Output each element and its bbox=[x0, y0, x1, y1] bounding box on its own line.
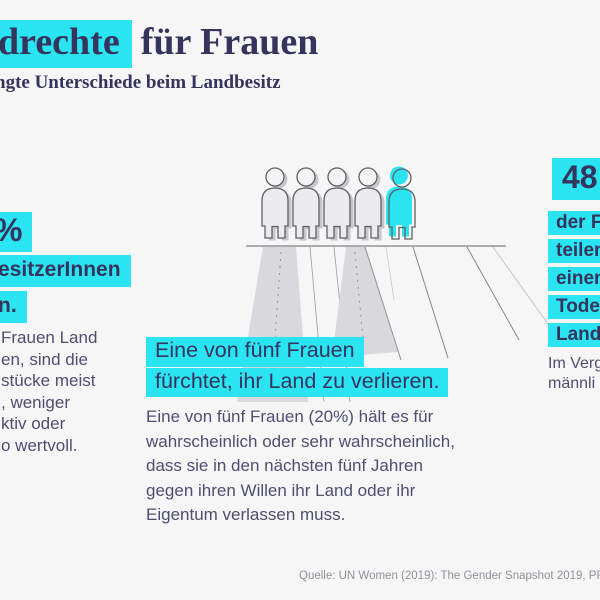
left-stat-body-line: o wertvoll. bbox=[1, 435, 78, 455]
woman-figure bbox=[292, 167, 323, 241]
right-stat-headline-line: Tode bbox=[548, 295, 600, 319]
left-stat-value: % bbox=[0, 212, 33, 252]
page-title-rest: für Frauen bbox=[140, 21, 319, 63]
left-stat-body-line: en, sind die bbox=[1, 349, 88, 369]
center-stat-headline-line: fürchtet, ihr Land zu verlieren. bbox=[146, 367, 449, 397]
center-stat-body: Eine von fünf Frauen (20%) hält es für wa… bbox=[146, 405, 455, 528]
right-stat-headline-line: Land bbox=[548, 323, 600, 347]
right-stat-value: 48 bbox=[552, 158, 600, 200]
women-pictogram-row bbox=[261, 166, 416, 241]
right-stat-body-line: Im Verg bbox=[548, 355, 600, 372]
right-stat-body-line: männli bbox=[548, 375, 596, 392]
center-stat-body-line: gegen ihren Willen ihr Land oder ihr bbox=[146, 480, 416, 500]
woman-figure-highlighted bbox=[386, 166, 416, 240]
left-stat-body-line: ktiv oder bbox=[1, 414, 66, 433]
center-stat-body-line: Eine von fünf Frauen (20%) hält es für bbox=[146, 407, 434, 426]
right-stat-headline-line: einen bbox=[548, 267, 600, 291]
center-stat-headline-line: Eine von fünf Frauen bbox=[146, 337, 364, 367]
woman-figure bbox=[354, 167, 385, 241]
left-stat-body-line: stücke meist bbox=[1, 371, 96, 390]
left-stat-body-line: Frauen Land bbox=[1, 328, 98, 347]
woman-figure bbox=[261, 167, 292, 241]
right-stat-headline-line: der F bbox=[548, 211, 600, 235]
center-stat-body-line: Eigentum verlassen muss. bbox=[146, 505, 346, 524]
right-stat-headline: der F teilen einen Tode Land bbox=[548, 211, 600, 351]
perspective-line bbox=[466, 246, 520, 341]
center-stat-headline: Eine von fünf Frauen fürchtet, ihr Land z… bbox=[146, 337, 449, 398]
page-title: drechte für Frauen bbox=[0, 20, 319, 68]
left-stat-headline-line: esitzerInnen bbox=[0, 255, 131, 287]
woman-figure bbox=[323, 167, 354, 241]
road-center bbox=[332, 247, 398, 357]
left-stat-headline-line: n. bbox=[0, 291, 27, 323]
right-stat-body: Im Verg männli bbox=[548, 354, 600, 394]
center-stat-body-line: wahrscheinlich oder sehr wahrscheinlich, bbox=[146, 431, 455, 451]
perspective-line bbox=[385, 246, 395, 301]
right-stat-headline-line: teilen bbox=[548, 239, 600, 263]
perspective-line bbox=[492, 246, 554, 332]
perspective-line bbox=[412, 246, 449, 359]
left-stat-body: Frauen Land en, sind die stücke meist , wen… bbox=[1, 327, 97, 456]
road-center-dash bbox=[354, 251, 365, 351]
road-edge-line bbox=[364, 246, 402, 361]
center-stat-body-line: dass sie in den nächsten fünf Jahren bbox=[146, 456, 423, 475]
page-title-highlight: drechte bbox=[0, 20, 132, 68]
left-stat-body-line: , weniger bbox=[1, 392, 70, 412]
page-subtitle: ngte Unterschiede beim Landbesitz bbox=[0, 72, 281, 93]
source-citation: Quelle: UN Women (2019): The Gender Snap… bbox=[299, 570, 600, 582]
